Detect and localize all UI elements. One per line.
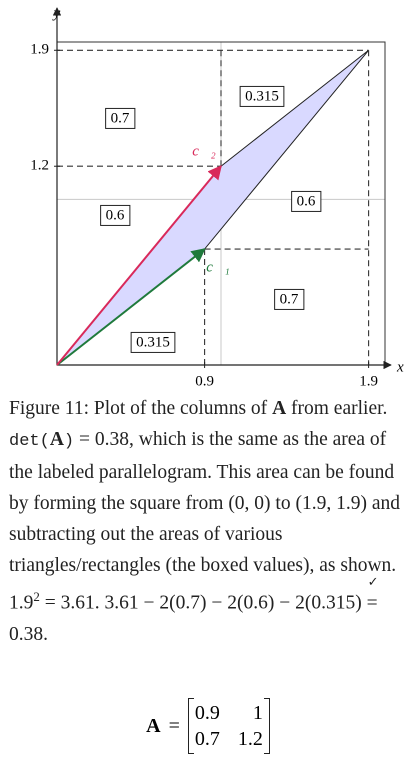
caption-math: A xyxy=(49,429,64,450)
y-tick-label: 1.2 xyxy=(30,158,49,174)
caption: Figure 11: Plot of the columns of A from… xyxy=(9,393,411,650)
y-tick-label: 1.9 xyxy=(30,42,49,58)
value-box xyxy=(130,331,176,353)
value-box xyxy=(100,204,131,226)
check-equals: = ✓ xyxy=(366,575,379,619)
boxed-value: 0.6 xyxy=(106,207,125,223)
y-axis-label: y xyxy=(52,5,61,21)
boxed-value: 0.6 xyxy=(297,193,316,209)
boxed-value: 0.315 xyxy=(136,334,170,350)
value-box xyxy=(239,85,285,107)
vector-label: c⃗₁ xyxy=(206,259,230,275)
value-box xyxy=(274,288,305,310)
vector-label: c⃗₂ xyxy=(192,143,216,159)
boxed-value: 0.7 xyxy=(280,291,299,307)
caption-text: Plot of the columns of xyxy=(88,398,273,419)
x-tick-label: 1.9 xyxy=(359,373,378,389)
vector xyxy=(56,248,206,366)
caption-math: A xyxy=(272,398,287,419)
equation: A = 0.9 1 0.7 1.2 xyxy=(0,698,416,754)
check-mark: ✓ xyxy=(367,573,379,589)
matrix: 0.9 1 0.7 1.2 xyxy=(187,698,270,754)
caption-text: from earlier. xyxy=(286,398,388,419)
caption-code: ) xyxy=(63,432,75,451)
figure-label: Figure 11: xyxy=(9,398,89,419)
caption-text: 0.38. xyxy=(9,623,48,645)
matrix-entry: 1.2 xyxy=(237,728,263,750)
figure: x y 0.9 1.9 1.2 1.9 c⃗₁ c⃗₂ 0.7 0.315 0.6 0.6 0.7 0… xyxy=(30,5,404,389)
x-tick-label: 0.9 xyxy=(195,373,214,389)
boxed-value: 0.315 xyxy=(245,88,279,104)
matrix-entry: 0.7 xyxy=(194,728,220,750)
value-box xyxy=(291,190,322,212)
caption-sup: 2 xyxy=(33,589,40,604)
caption-text: = 0.38, which is the same as the area of… xyxy=(9,429,400,614)
caption-code: ( xyxy=(39,432,50,451)
x-axis-label: x xyxy=(396,359,404,375)
vector xyxy=(56,165,222,366)
caption-math: = xyxy=(366,592,378,614)
value-box xyxy=(105,107,136,129)
caption-code: det xyxy=(9,432,40,451)
caption-text: = 3.61. 3.61 − 2(0.7) − 2(0.6) − 2(0.315… xyxy=(39,592,367,614)
equation-eq: = xyxy=(168,714,180,737)
matrix-entry: 0.9 xyxy=(194,702,220,724)
matrix-entry: 1 xyxy=(252,702,263,724)
equation-lhs: A xyxy=(146,714,161,737)
boxed-value: 0.7 xyxy=(111,110,130,126)
